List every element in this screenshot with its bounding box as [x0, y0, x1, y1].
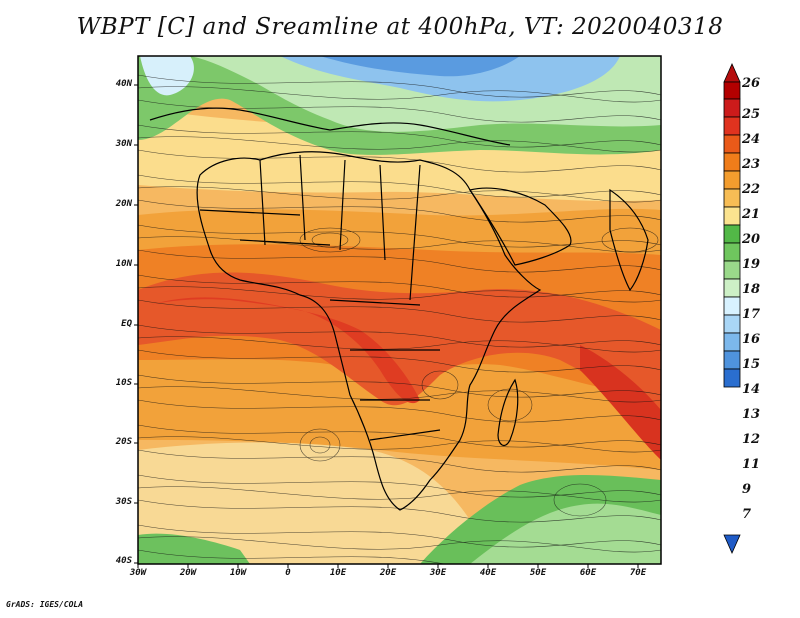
lon-label-50e: 50E — [529, 568, 547, 578]
lat-label-30s: 30S — [115, 497, 132, 507]
lon-label-10w: 10W — [229, 568, 247, 578]
africa-coastline — [196, 151, 542, 511]
colorbar-label-9: 9 — [742, 482, 752, 497]
field-13-north — [280, 56, 620, 102]
lon-label-30e: 30E — [429, 568, 447, 578]
borders — [199, 154, 441, 441]
colorbar-label-25: 25 — [742, 107, 761, 122]
lon-label-70e: 70E — [629, 568, 647, 578]
field-19-north — [138, 108, 661, 202]
lat-label-eq: EQ — [121, 319, 132, 329]
colorbar-label-24: 24 — [742, 132, 761, 147]
lat-label-10s: 10S — [115, 378, 132, 388]
lat-label-30n: 30N — [115, 139, 132, 149]
map-frame — [137, 55, 662, 565]
lat-label-40s: 40S — [115, 556, 132, 566]
lon-label-0: 0 — [285, 568, 291, 578]
colorbar-label-11: 11 — [742, 457, 761, 472]
lon-label-30w: 30W — [129, 568, 147, 578]
colorbar-label-13: 13 — [742, 407, 761, 422]
lon-label-10e: 10E — [329, 568, 347, 578]
colorbar-label-20: 20 — [742, 232, 761, 247]
colorbar-label-21: 21 — [742, 207, 761, 222]
field-19-south — [138, 442, 475, 564]
field-11-north — [320, 56, 520, 77]
lat-label-40n: 40N — [115, 79, 132, 89]
colorbar-label-14: 14 — [742, 382, 761, 397]
colorbar-label-7: 7 — [742, 507, 752, 522]
field-14-north-west — [140, 56, 194, 96]
field-23-core — [138, 272, 661, 420]
lon-label-20w: 20W — [179, 568, 197, 578]
field-16-south — [470, 503, 661, 564]
arabia — [469, 187, 572, 266]
colorbar-bottom-arrow — [723, 534, 741, 554]
europe-coast — [149, 107, 511, 146]
colorbar-label-17: 17 — [742, 307, 761, 322]
field-18-south-west — [138, 533, 250, 564]
colorbar-label-15: 15 — [742, 357, 761, 372]
lat-label-20n: 20N — [115, 199, 132, 209]
colorbar-label-19: 19 — [742, 257, 761, 272]
grads-credit: GrADS: IGES/COLA — [6, 600, 84, 609]
map-title: WBPT [C] and Sreamline at 400hPa, VT: 20… — [76, 14, 724, 40]
colorbar-label-12: 12 — [742, 432, 761, 447]
colorbar-label-22: 22 — [742, 182, 761, 197]
colorbar-label-18: 18 — [742, 282, 761, 297]
india — [609, 188, 649, 292]
colorbar — [723, 63, 741, 554]
lon-label-60e: 60E — [579, 568, 597, 578]
lon-label-40e: 40E — [479, 568, 497, 578]
colorbar-label-23: 23 — [742, 157, 761, 172]
field-24-east — [580, 345, 661, 460]
colorbar-label-26: 26 — [742, 76, 761, 91]
lon-label-20e: 20E — [379, 568, 397, 578]
madagascar — [497, 378, 519, 447]
lat-label-10n: 10N — [115, 259, 132, 269]
colorbar-top-arrow — [723, 63, 741, 83]
colorbar-label-16: 16 — [742, 332, 761, 347]
lat-label-20s: 20S — [115, 437, 132, 447]
